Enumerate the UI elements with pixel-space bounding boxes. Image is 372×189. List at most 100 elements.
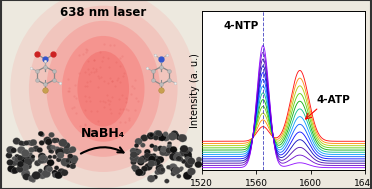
Circle shape xyxy=(177,157,183,162)
Circle shape xyxy=(183,172,192,180)
Circle shape xyxy=(26,140,32,145)
Circle shape xyxy=(16,165,25,172)
Circle shape xyxy=(171,130,178,137)
Circle shape xyxy=(179,167,184,170)
Circle shape xyxy=(21,164,29,171)
Circle shape xyxy=(134,143,139,148)
Circle shape xyxy=(6,153,12,158)
Circle shape xyxy=(48,155,52,159)
Circle shape xyxy=(52,172,58,178)
Text: NaBH₄: NaBH₄ xyxy=(81,127,125,140)
Circle shape xyxy=(166,165,171,169)
Circle shape xyxy=(54,146,60,152)
Circle shape xyxy=(153,159,161,166)
Circle shape xyxy=(38,157,45,164)
Circle shape xyxy=(155,130,162,137)
Circle shape xyxy=(160,149,167,156)
Circle shape xyxy=(156,156,164,163)
Circle shape xyxy=(40,132,45,137)
Circle shape xyxy=(155,165,163,172)
Circle shape xyxy=(176,174,181,178)
Circle shape xyxy=(7,165,15,172)
Circle shape xyxy=(166,147,172,153)
Circle shape xyxy=(23,173,31,180)
Circle shape xyxy=(23,158,32,166)
Circle shape xyxy=(144,153,150,158)
Circle shape xyxy=(39,140,45,145)
Circle shape xyxy=(28,175,35,182)
Circle shape xyxy=(137,149,142,154)
Circle shape xyxy=(185,153,192,160)
Circle shape xyxy=(151,161,157,166)
Circle shape xyxy=(48,149,53,153)
Ellipse shape xyxy=(77,51,129,127)
Circle shape xyxy=(151,153,157,158)
Circle shape xyxy=(35,172,41,178)
Circle shape xyxy=(154,130,161,137)
Circle shape xyxy=(12,167,19,174)
Circle shape xyxy=(134,156,140,162)
Circle shape xyxy=(52,155,57,159)
Circle shape xyxy=(12,162,17,166)
Circle shape xyxy=(50,150,54,154)
Circle shape xyxy=(29,157,35,162)
Circle shape xyxy=(58,153,62,158)
Circle shape xyxy=(42,170,51,178)
Circle shape xyxy=(70,163,76,169)
Circle shape xyxy=(157,134,164,141)
Circle shape xyxy=(61,169,68,176)
Circle shape xyxy=(52,170,58,175)
Circle shape xyxy=(138,169,146,176)
Ellipse shape xyxy=(62,36,144,142)
Circle shape xyxy=(66,164,70,168)
Circle shape xyxy=(54,166,59,170)
Circle shape xyxy=(61,158,70,166)
Circle shape xyxy=(155,170,160,175)
Circle shape xyxy=(63,147,71,154)
Circle shape xyxy=(61,158,68,164)
Circle shape xyxy=(153,147,158,152)
Circle shape xyxy=(49,132,54,138)
Circle shape xyxy=(167,144,172,149)
Circle shape xyxy=(187,158,195,165)
Circle shape xyxy=(130,154,138,162)
Circle shape xyxy=(148,156,156,163)
Circle shape xyxy=(176,135,182,140)
Circle shape xyxy=(157,167,165,174)
Circle shape xyxy=(24,140,29,145)
Circle shape xyxy=(146,154,154,161)
Circle shape xyxy=(22,151,29,158)
Circle shape xyxy=(39,155,46,161)
Circle shape xyxy=(45,166,51,171)
Circle shape xyxy=(171,167,180,175)
Circle shape xyxy=(141,166,148,172)
Circle shape xyxy=(179,134,184,139)
Circle shape xyxy=(44,137,51,144)
Circle shape xyxy=(44,165,52,172)
Text: 638 nm laser: 638 nm laser xyxy=(60,6,146,19)
Circle shape xyxy=(14,157,20,163)
Circle shape xyxy=(28,152,33,157)
Circle shape xyxy=(172,167,180,174)
Circle shape xyxy=(39,172,46,179)
Circle shape xyxy=(56,157,61,162)
Circle shape xyxy=(144,156,150,161)
Circle shape xyxy=(156,163,163,170)
Circle shape xyxy=(173,133,179,138)
Circle shape xyxy=(183,149,189,154)
Circle shape xyxy=(140,143,145,147)
Circle shape xyxy=(147,132,155,139)
Circle shape xyxy=(15,154,19,159)
Circle shape xyxy=(34,146,39,150)
Circle shape xyxy=(67,153,73,159)
Circle shape xyxy=(171,171,176,176)
Circle shape xyxy=(153,156,161,163)
Circle shape xyxy=(162,148,170,156)
Circle shape xyxy=(31,155,35,159)
Circle shape xyxy=(47,144,54,150)
Circle shape xyxy=(69,149,74,153)
Circle shape xyxy=(195,161,202,168)
Circle shape xyxy=(38,169,43,173)
Circle shape xyxy=(17,161,24,167)
Circle shape xyxy=(144,149,150,155)
